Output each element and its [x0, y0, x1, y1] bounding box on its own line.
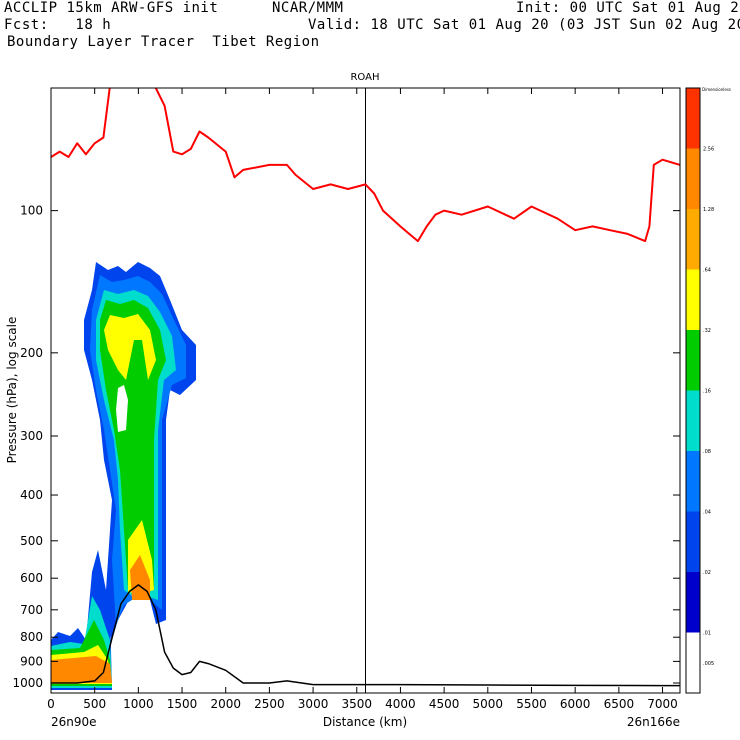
x-tick-label: 3000 — [298, 697, 329, 711]
colorbar-swatch — [686, 209, 700, 270]
tracer-orange-low — [51, 656, 112, 683]
tracer-white-gap — [55, 608, 70, 628]
y-tick-label: 800 — [20, 630, 43, 644]
colorbar-swatch — [686, 632, 700, 693]
colorbar-level-label: .01 — [703, 631, 711, 637]
colorbar-level-label: .32 — [703, 328, 711, 334]
y-tick-label: 500 — [20, 534, 43, 548]
y-tick-label: 200 — [20, 346, 43, 360]
y-tick-label: 1000 — [12, 676, 43, 690]
colorbar-swatch — [686, 148, 700, 209]
colorbar-frame — [685, 87, 701, 694]
x-tick-label: 0 — [47, 697, 55, 711]
colorbar-swatch — [686, 451, 700, 512]
colorbar-swatch — [686, 390, 700, 451]
tracer-white-hole — [116, 385, 128, 432]
x-tick-label: 4000 — [385, 697, 416, 711]
terrain-line — [51, 584, 680, 687]
tracer-yellow-column — [104, 314, 156, 380]
colorbar-swatch — [686, 88, 700, 149]
colorbar-units-label: Dimensionless — [702, 87, 731, 92]
org-label: NCAR/MMM — [272, 0, 344, 16]
field-title: Boundary Layer Tracer Tibet Region — [7, 34, 320, 50]
x-axis-label: Distance (km) — [323, 715, 407, 729]
colorbar-level-label: .64 — [703, 268, 711, 274]
colorbar-level-label: .08 — [703, 449, 711, 455]
colorbar-level-label: .005 — [703, 661, 714, 667]
colorbar-level-label: .02 — [703, 570, 711, 576]
colorbar-level-label: .16 — [703, 389, 711, 395]
x-tick-label: 4500 — [429, 697, 460, 711]
colorbar-swatch — [686, 511, 700, 572]
tracer-fill — [51, 262, 196, 690]
colorbar-level-label: 1.28 — [703, 207, 714, 213]
chart-title: ROAH — [350, 72, 379, 83]
colorbar-swatch — [686, 572, 700, 633]
model-title: ACCLIP 15km ARW-GFS init — [4, 0, 219, 16]
x-tick-label: 1500 — [167, 697, 198, 711]
x-tick-label: 2500 — [254, 697, 285, 711]
x-tick-label: 6500 — [604, 697, 635, 711]
x-tick-label: 6000 — [560, 697, 591, 711]
y-tick-label: 600 — [20, 571, 43, 585]
y-tick-label: 100 — [20, 204, 43, 218]
plot-frame — [50, 87, 681, 694]
colorbar-swatch — [686, 269, 700, 330]
forecast-hour: Fcst: 18 h — [4, 17, 112, 33]
tropopause-line — [51, 88, 680, 243]
y-tick-label: 900 — [20, 654, 43, 668]
valid-time: Valid: 18 UTC Sat 01 Aug 20 (03 JST Sun … — [308, 17, 740, 33]
y-tick-label: 400 — [20, 488, 43, 502]
colorbar: 2.56 1.28 .64 .32 .16 .08 .04 .02 .01 .005 Dimensi… — [685, 87, 731, 694]
y-tick-label: 300 — [20, 429, 43, 443]
x-tick-label: 5500 — [516, 697, 547, 711]
y-tick-label: 700 — [20, 603, 43, 617]
colorbar-swatch — [686, 330, 700, 391]
end-location-label: 26n166e — [627, 715, 680, 729]
x-tick-label: 2000 — [210, 697, 241, 711]
start-location-label: 26n90e — [51, 715, 97, 729]
x-tick-label: 1000 — [123, 697, 154, 711]
y-axis-label: Pressure (hPa), log scale — [5, 317, 19, 464]
x-tick-label: 3500 — [341, 697, 372, 711]
init-time: Init: 00 UTC Sat 01 Aug 20 — [516, 0, 740, 16]
x-tick-label: 5000 — [473, 697, 504, 711]
colorbar-level-label: 2.56 — [703, 147, 714, 153]
x-tick-label: 500 — [83, 697, 106, 711]
colorbar-level-label: .04 — [703, 510, 711, 516]
tracer-orange-lower — [130, 555, 150, 600]
x-tick-label: 7000 — [647, 697, 678, 711]
